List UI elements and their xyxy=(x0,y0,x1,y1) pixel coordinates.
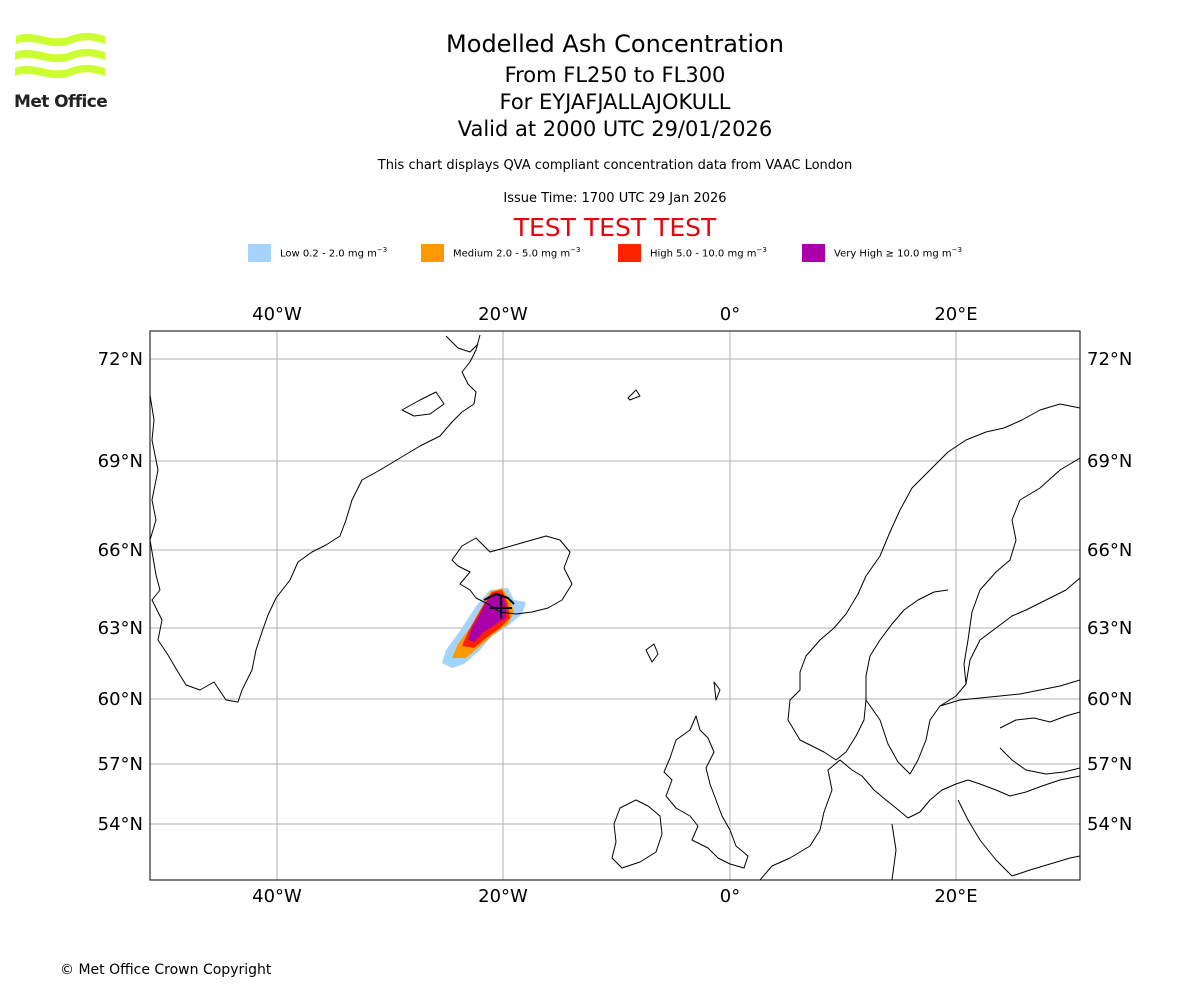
lat-label-left-69n: 69°N xyxy=(98,451,143,472)
sweden-finland-border xyxy=(865,457,1080,775)
legend-swatch-low xyxy=(248,244,271,262)
legend-unit-high: −3 xyxy=(756,246,767,254)
lat-label-right-66n: 66°N xyxy=(1087,540,1132,561)
volcano-marker-icon xyxy=(483,592,515,618)
axis-labels: 40°W 20°W 0° 20°E 40°W 20°W 0° 20°E 72°N… xyxy=(98,304,1133,907)
lon-label-bottom-20e: 20°E xyxy=(934,886,977,907)
lon-label-top-40w: 40°W xyxy=(252,304,302,325)
test-banner: TEST TEST TEST xyxy=(513,213,717,242)
lon-label-top-0: 0° xyxy=(720,304,740,325)
logo-waves-icon xyxy=(15,32,105,79)
lon-label-bottom-40w: 40°W xyxy=(252,886,302,907)
gulf-of-bothnia xyxy=(965,577,1080,685)
ireland-coast xyxy=(611,799,663,869)
met-office-logo: Met Office xyxy=(14,30,110,112)
lat-label-left-57n: 57°N xyxy=(98,754,143,775)
legend-swatch-very-high xyxy=(802,244,825,262)
map-frame xyxy=(149,330,1081,881)
norway-coast xyxy=(789,403,1080,701)
legend-label-very-high: Very High ≥ 10.0 mg m xyxy=(834,248,952,260)
chart-title: Modelled Ash Concentration xyxy=(446,30,784,58)
legend-swatch-medium xyxy=(421,244,444,262)
lat-label-right-69n: 69°N xyxy=(1087,451,1132,472)
volcano-name: For EYJAFJALLAJOKULL xyxy=(499,90,731,114)
legend-swatch-high xyxy=(618,244,641,262)
lat-label-left-66n: 66°N xyxy=(98,540,143,561)
estonia-coast xyxy=(999,711,1080,729)
logo-text: Met Office xyxy=(14,92,108,112)
ash-very-high xyxy=(468,594,506,642)
lon-label-top-20e: 20°E xyxy=(934,304,977,325)
legend-label-low: Low 0.2 - 2.0 mg m xyxy=(280,248,377,260)
legend-label-high: High 5.0 - 10.0 mg m xyxy=(650,248,757,260)
legend-unit-very-high: −3 xyxy=(951,246,962,254)
scandinavia-south xyxy=(787,589,949,761)
greenland-coast xyxy=(150,334,481,703)
lat-label-right-60n: 60°N xyxy=(1087,689,1132,710)
great-britain-coast xyxy=(663,715,749,869)
lon-label-bottom-0: 0° xyxy=(720,886,740,907)
finland-south-coast xyxy=(939,679,1080,707)
map-background xyxy=(150,331,1080,880)
legend-unit-medium: −3 xyxy=(570,246,581,254)
coastlines xyxy=(150,334,1080,880)
poland-border xyxy=(957,799,1080,877)
lat-label-right-72n: 72°N xyxy=(1087,349,1132,370)
continental-coast xyxy=(759,759,1080,880)
faroe-islands xyxy=(645,643,659,663)
valid-time: Valid at 2000 UTC 29/01/2026 xyxy=(457,117,773,141)
lon-label-top-20w: 20°W xyxy=(478,304,528,325)
lat-label-right-63n: 63°N xyxy=(1087,618,1132,639)
jan-mayen xyxy=(627,389,641,401)
germany-border xyxy=(891,823,897,880)
issue-time: Issue Time: 1700 UTC 29 Jan 2026 xyxy=(503,191,727,206)
greenland-north-coast xyxy=(445,335,479,353)
iceland-coast xyxy=(451,535,573,615)
lat-label-left-63n: 63°N xyxy=(98,618,143,639)
lon-label-bottom-20w: 20°W xyxy=(478,886,528,907)
latvia-coast xyxy=(999,747,1080,775)
shetland xyxy=(713,681,721,701)
lat-label-right-57n: 57°N xyxy=(1087,754,1132,775)
flight-levels: From FL250 to FL300 xyxy=(504,63,726,87)
legend-label-medium: Medium 2.0 - 5.0 mg m xyxy=(453,248,571,260)
greenland-fjord xyxy=(401,391,445,417)
lat-label-left-54n: 54°N xyxy=(98,814,143,835)
lat-label-left-60n: 60°N xyxy=(98,689,143,710)
graticule xyxy=(150,331,1080,880)
legend-unit-low: −3 xyxy=(376,246,388,254)
lat-label-left-72n: 72°N xyxy=(98,349,143,370)
copyright: © Met Office Crown Copyright xyxy=(60,962,272,978)
lat-label-right-54n: 54°N xyxy=(1087,814,1132,835)
chart-description: This chart displays QVA compliant concen… xyxy=(377,158,853,173)
